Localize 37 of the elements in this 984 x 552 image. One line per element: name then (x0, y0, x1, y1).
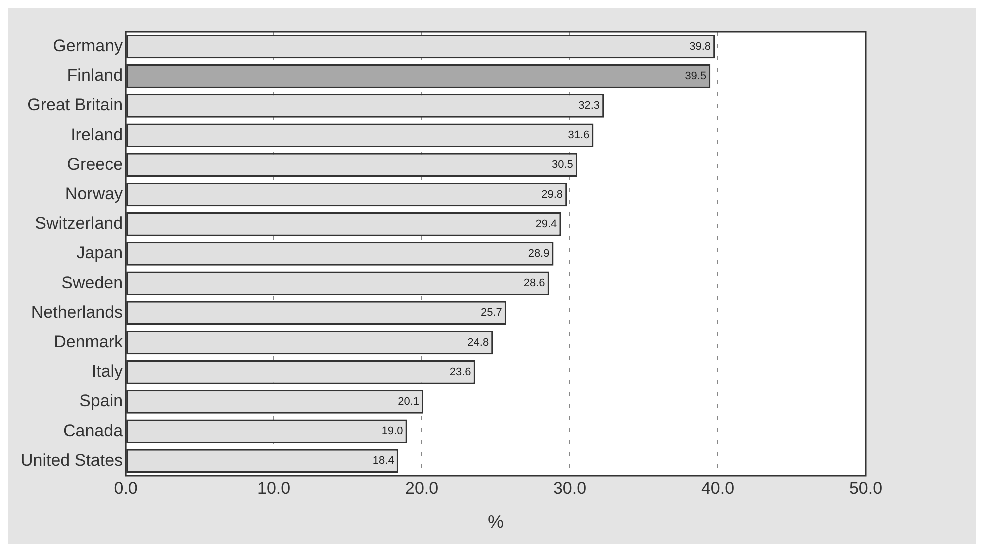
y-tick-label: Finland (67, 66, 124, 86)
data-label: 28.6 (524, 278, 546, 290)
y-tick-label: United States (20, 450, 124, 470)
data-label: 29.8 (542, 188, 564, 201)
x-axis-title: % (488, 512, 504, 532)
y-tick-label: Great Britain (28, 96, 124, 115)
y-tick-label: Netherlands (31, 302, 124, 322)
y-tick-label: Greece (67, 154, 124, 174)
data-label: 39.8 (690, 40, 712, 53)
x-tick-label: 40.0 (701, 478, 735, 498)
y-tick-label: Denmark (54, 332, 124, 352)
data-label: 23.6 (450, 366, 472, 378)
x-tick-label: 30.0 (553, 478, 587, 498)
data-label: 29.4 (536, 218, 558, 230)
y-tick-label: Sweden (62, 273, 124, 292)
y-tick-label: Japan (76, 244, 124, 263)
x-tick-label: 10.0 (258, 478, 291, 498)
y-tick-label: Switzerland (35, 214, 124, 234)
data-label: 19.0 (382, 426, 404, 438)
x-tick-label: 50.0 (849, 478, 883, 498)
x-tick-label: 20.0 (405, 478, 439, 498)
data-label: 28.9 (528, 248, 550, 260)
y-tick-label: Ireland (71, 125, 124, 144)
y-tick-label: Germany (53, 36, 124, 56)
data-label: 39.5 (685, 70, 707, 82)
y-tick-label: Norway (65, 184, 124, 204)
data-label: 18.4 (372, 455, 394, 468)
data-label: 32.3 (578, 100, 600, 112)
data-label: 25.7 (480, 307, 502, 320)
y-tick-label: Spain (80, 392, 124, 411)
y-tick-label: Canada (63, 421, 124, 440)
data-label: 20.1 (398, 396, 420, 408)
data-label: 24.8 (468, 336, 490, 349)
x-tick-label: 0.0 (114, 478, 138, 498)
y-tick-label: Italy (92, 362, 124, 382)
data-label: 30.5 (552, 159, 574, 172)
data-label: 31.6 (568, 130, 590, 142)
